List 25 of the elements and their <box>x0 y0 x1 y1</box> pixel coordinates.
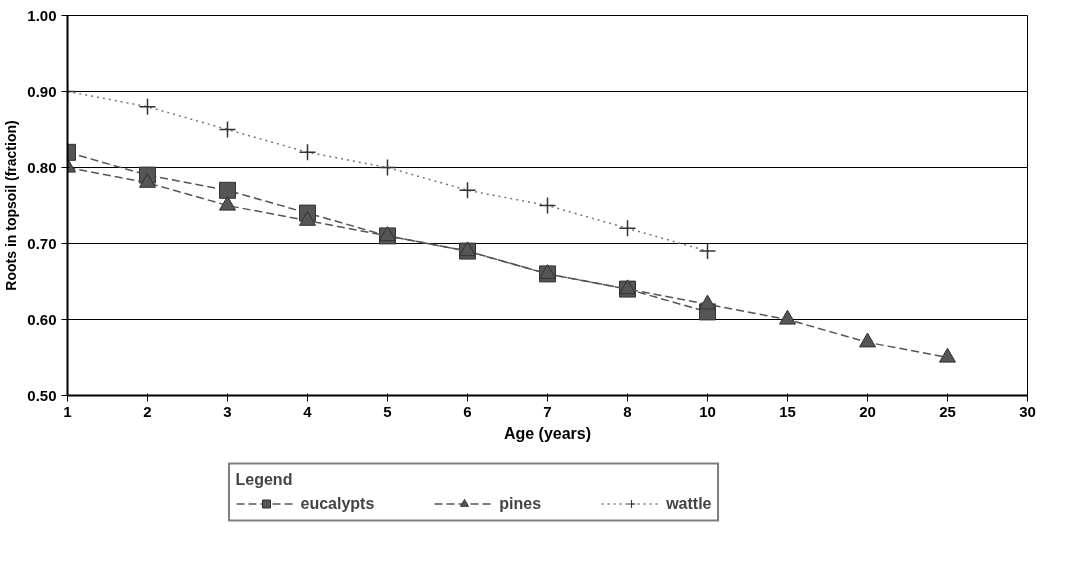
x-tick-label: 6 <box>463 402 472 420</box>
x-tick-label: 25 <box>939 402 956 420</box>
x-tick-label: 3 <box>223 402 232 420</box>
x-tick-label: 7 <box>543 402 552 420</box>
legend-label: wattle <box>666 494 712 512</box>
x-tick-label: 1 <box>63 402 72 420</box>
y-tick-label: 1.00 <box>27 6 57 24</box>
y-tick-label: 0.60 <box>27 310 57 328</box>
x-tick-label: 5 <box>383 402 392 420</box>
y-tick-label: 0.90 <box>27 82 57 100</box>
legend-label: pines <box>499 494 542 512</box>
x-axis-title: Age (years) <box>503 424 592 442</box>
legend-title: Legend <box>235 470 294 488</box>
x-tick-label: 15 <box>779 402 796 420</box>
x-tick-label: 4 <box>303 402 313 420</box>
x-tick-label: 20 <box>859 402 876 420</box>
x-tick-label: 8 <box>623 402 632 420</box>
y-tick-label: 0.80 <box>27 158 57 176</box>
y-axis-title: Roots in topsoil (fraction) <box>3 120 20 291</box>
x-tick-label: 2 <box>143 402 152 420</box>
y-tick-label: 0.70 <box>27 234 57 252</box>
y-tick-label: 0.50 <box>27 386 57 404</box>
x-tick-label: 30 <box>1019 402 1036 420</box>
legend-label: eucalypts <box>300 494 375 512</box>
x-tick-label: 10 <box>699 402 716 420</box>
